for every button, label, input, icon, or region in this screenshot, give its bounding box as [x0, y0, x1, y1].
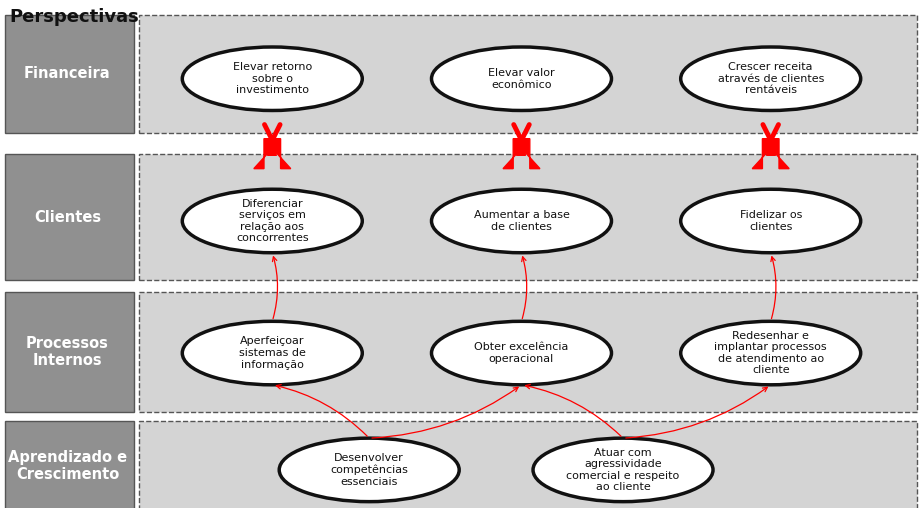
Text: Aperfeiçoar
sistemas de
informação: Aperfeiçoar sistemas de informação [239, 336, 306, 370]
Ellipse shape [533, 438, 713, 502]
Text: Redesenhar e
implantar processos
de atendimento ao
cliente: Redesenhar e implantar processos de aten… [714, 331, 827, 375]
Text: Financeira: Financeira [24, 66, 111, 81]
Ellipse shape [280, 438, 460, 502]
Polygon shape [503, 139, 540, 169]
FancyBboxPatch shape [139, 15, 917, 133]
FancyBboxPatch shape [5, 15, 134, 133]
Text: Fidelizar os
clientes: Fidelizar os clientes [739, 210, 802, 232]
Ellipse shape [431, 322, 611, 385]
Ellipse shape [431, 189, 611, 253]
Text: Obter excelência
operacional: Obter excelência operacional [474, 342, 569, 364]
FancyBboxPatch shape [5, 421, 134, 508]
Text: Atuar com
agressividade
comercial e respeito
ao cliente: Atuar com agressividade comercial e resp… [567, 448, 679, 492]
FancyBboxPatch shape [5, 154, 134, 280]
Polygon shape [254, 139, 291, 169]
FancyBboxPatch shape [139, 154, 917, 280]
FancyBboxPatch shape [5, 292, 134, 412]
Text: Perspectivas: Perspectivas [9, 8, 139, 25]
Text: Elevar valor
econômico: Elevar valor econômico [488, 68, 555, 89]
Text: Processos
Internos: Processos Internos [26, 336, 109, 368]
Text: Diferenciar
serviços em
relação aos
concorrentes: Diferenciar serviços em relação aos conc… [236, 199, 308, 243]
Text: Crescer receita
através de clientes
rentáveis: Crescer receita através de clientes rent… [717, 62, 824, 96]
Ellipse shape [680, 47, 860, 111]
Ellipse shape [182, 322, 362, 385]
Text: Aumentar a base
de clientes: Aumentar a base de clientes [473, 210, 569, 232]
Text: Aprendizado e
Crescimento: Aprendizado e Crescimento [7, 450, 127, 482]
FancyBboxPatch shape [139, 292, 917, 412]
Text: Desenvolver
competências
essenciais: Desenvolver competências essenciais [330, 453, 408, 487]
FancyBboxPatch shape [139, 421, 917, 508]
Polygon shape [752, 139, 789, 169]
Ellipse shape [431, 47, 611, 111]
Text: Elevar retorno
sobre o
investimento: Elevar retorno sobre o investimento [233, 62, 312, 96]
Ellipse shape [182, 189, 362, 253]
Ellipse shape [182, 47, 362, 111]
Ellipse shape [680, 322, 860, 385]
Ellipse shape [680, 189, 860, 253]
Text: Clientes: Clientes [34, 210, 101, 225]
